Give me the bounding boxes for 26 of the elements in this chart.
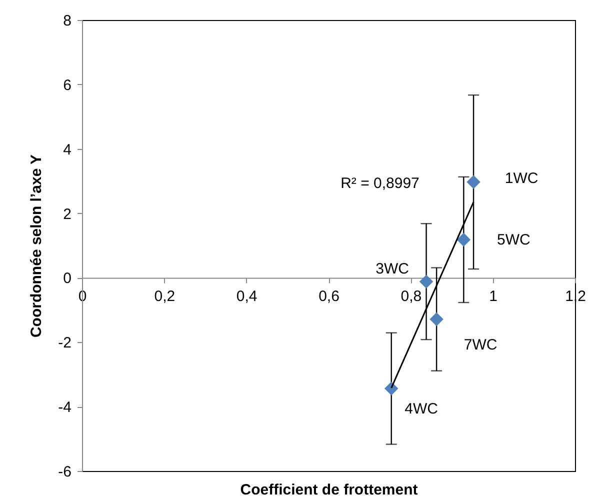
annotation: 3WC: [376, 260, 410, 278]
y-tick-label: 6: [63, 76, 72, 94]
y-tick-label: 8: [63, 12, 72, 30]
point: [430, 312, 444, 326]
annotation: 7WC: [464, 336, 498, 354]
y-axis-title: Coordonnée selon l’axe Y: [28, 154, 46, 338]
x-tick-label: 0,4: [236, 288, 258, 306]
y-tick-label: -2: [58, 334, 72, 352]
x-tick-label: 1: [489, 288, 498, 306]
x-tick-label: 0,6: [318, 288, 340, 306]
x-axis-title: Coefficient de frottement: [240, 482, 418, 498]
point: [466, 175, 480, 189]
y-tick-label: 0: [63, 270, 72, 288]
annotation: 4WC: [404, 400, 438, 418]
y-tick-label: -4: [58, 399, 72, 416]
annotation: 5WC: [496, 232, 530, 249]
x-tick-label: 0,2: [154, 288, 176, 306]
point: [419, 274, 434, 288]
annotation: R² = 0,8997: [340, 175, 420, 192]
y-tick-label: -6: [58, 464, 72, 480]
point: [384, 382, 398, 396]
y-tick-label: 2: [63, 206, 72, 223]
annotation: 1WC: [504, 170, 538, 188]
x-tick-label: 0,8: [400, 288, 422, 306]
point: [456, 232, 471, 247]
y-tick-label: 4: [63, 141, 72, 158]
